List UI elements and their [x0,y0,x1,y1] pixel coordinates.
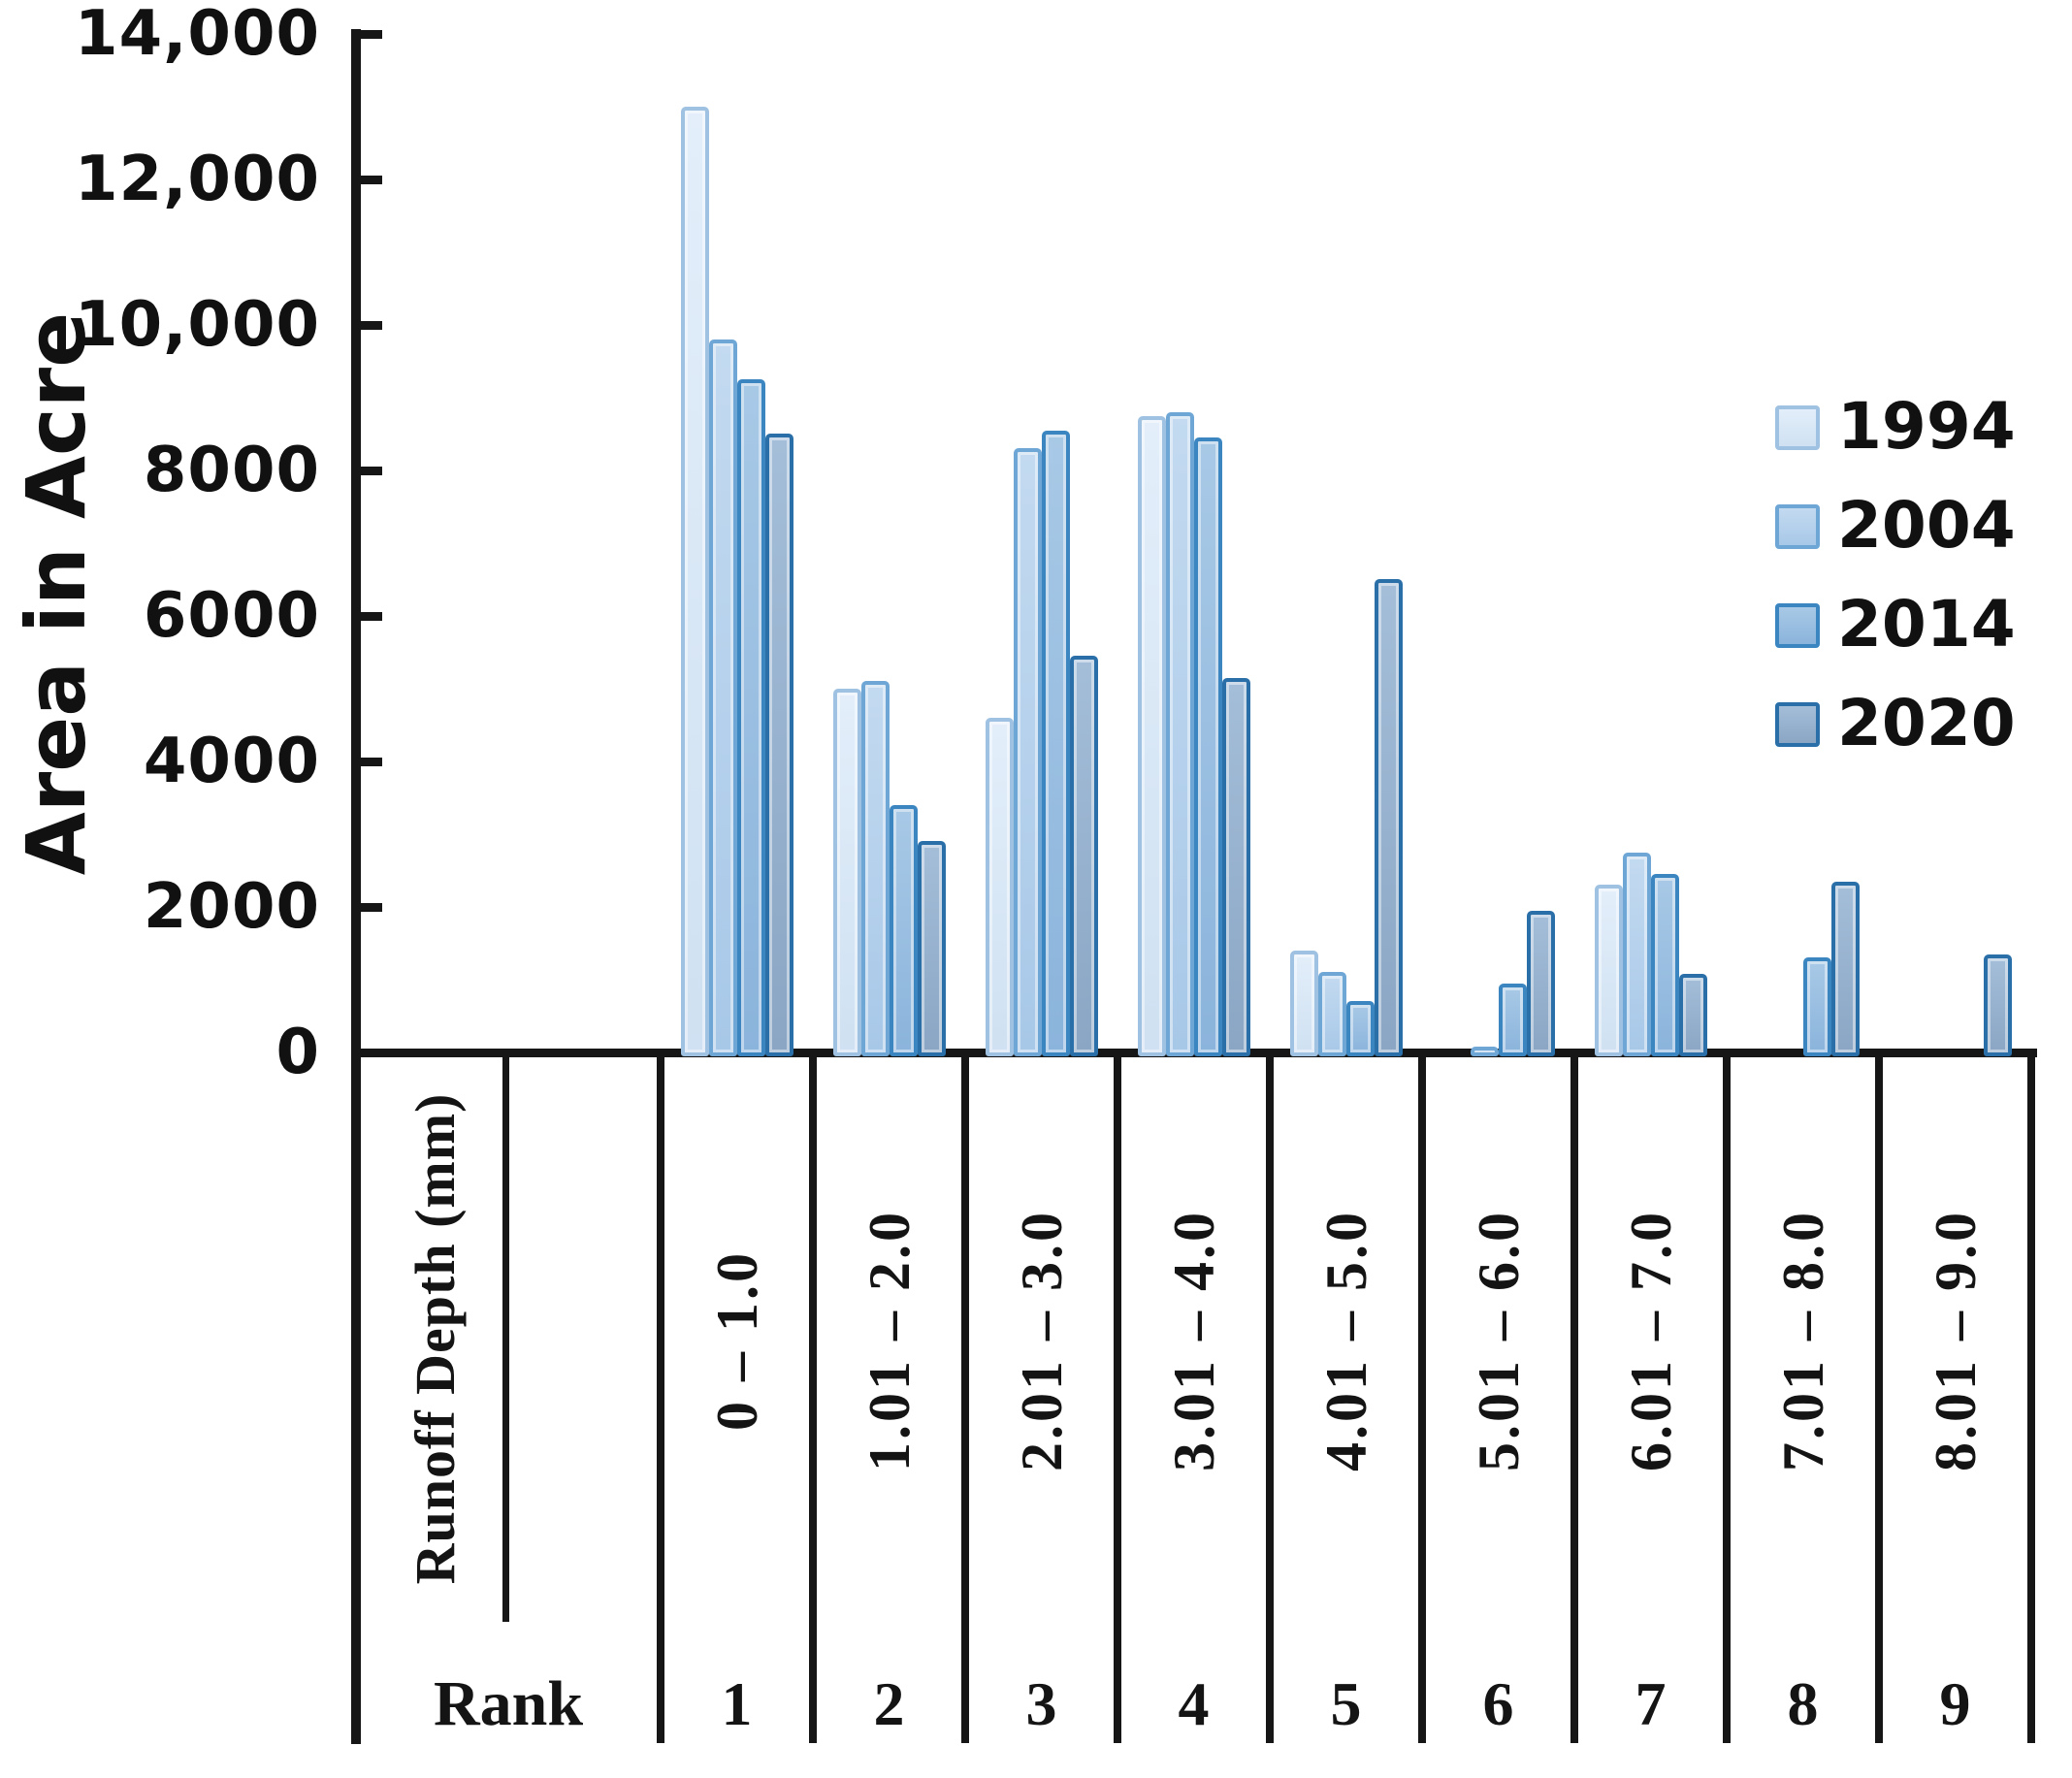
legend-swatch-2004 [1775,504,1820,549]
table-divider [1570,1052,1578,1743]
bar-2020-rank-2 [918,841,946,1056]
legend-swatch-2014 [1775,603,1820,648]
bar-2014-rank-5 [1346,1001,1375,1056]
category-label-rank-1: 0 – 1.0 [704,1250,769,1431]
y-tick-mark [361,1049,382,1057]
bar-2014-rank-1 [737,379,765,1056]
bar-2014-rank-7 [1651,874,1679,1056]
category-label-rank-8: 7.01 – 8.0 [1770,1210,1835,1471]
table-divider [809,1052,817,1743]
bar-1994-rank-2 [833,689,861,1056]
bar-2004-rank-3 [1014,448,1042,1056]
bar-2020-rank-3 [1070,656,1098,1056]
rank-value-4: 4 [1178,1669,1210,1738]
y-tick-mark [361,30,382,39]
bar-2004-rank-5 [1318,972,1346,1056]
rank-value-5: 5 [1330,1669,1362,1738]
bar-1994-rank-7 [1595,885,1623,1056]
rank-value-7: 7 [1635,1669,1667,1738]
y-tick-label: 0 [275,1017,320,1088]
rank-row-label: Rank [433,1668,584,1739]
rank-value-2: 2 [873,1669,905,1738]
legend-label-2014: 2014 [1837,587,2016,662]
category-label-rank-9: 8.01 – 9.0 [1923,1210,1988,1471]
bar-2020-rank-4 [1222,678,1250,1056]
table-divider [1418,1052,1426,1743]
table-header-divider [502,1052,509,1622]
bar-2014-rank-2 [890,805,918,1056]
y-tick-mark [361,467,382,475]
table-divider [1723,1052,1731,1743]
category-label-rank-4: 3.01 – 4.0 [1161,1210,1226,1471]
table-divider [961,1052,969,1743]
category-label-rank-2: 1.01 – 2.0 [857,1210,922,1471]
bar-1994-rank-5 [1290,951,1318,1056]
bar-2004-rank-4 [1166,412,1194,1056]
y-tick-label: 10,000 [75,289,320,361]
rank-value-8: 8 [1787,1669,1819,1738]
table-divider [657,1052,664,1743]
rank-value-1: 1 [721,1669,753,1738]
y-tick-label: 2000 [143,871,320,943]
bar-2014-rank-3 [1042,431,1070,1056]
legend-swatch-1994 [1775,405,1820,450]
y-tick-mark [361,321,382,330]
rank-value-6: 6 [1482,1669,1514,1738]
category-label-rank-3: 2.01 – 3.0 [1009,1210,1074,1471]
y-tick-label: 6000 [143,580,320,652]
bar-2020-rank-5 [1375,579,1403,1056]
table-divider [1114,1052,1121,1743]
category-label-rank-5: 4.01 – 5.0 [1313,1210,1378,1471]
table-divider [1266,1052,1274,1743]
y-tick-label: 8000 [143,435,320,506]
bar-2014-rank-4 [1194,437,1222,1056]
bar-2020-rank-1 [765,434,793,1056]
bar-2020-rank-7 [1679,974,1707,1056]
y-tick-mark [361,612,382,621]
legend-swatch-2020 [1775,702,1820,747]
legend-label-2020: 2020 [1837,686,2016,760]
table-divider [2027,1052,2035,1743]
y-tick-mark [361,176,382,184]
bar-1994-rank-4 [1138,416,1166,1056]
bar-2004-rank-6 [1471,1047,1499,1056]
bar-2020-rank-6 [1527,911,1555,1056]
rank-value-9: 9 [1939,1669,1971,1738]
y-tick-label: 12,000 [75,144,320,215]
category-label-rank-7: 6.01 – 7.0 [1618,1210,1683,1471]
rank-value-3: 3 [1025,1669,1057,1738]
bar-1994-rank-1 [681,107,709,1056]
table-divider [1875,1052,1883,1743]
y-tick-label: 14,000 [75,0,320,70]
legend-label-2004: 2004 [1837,488,2016,563]
y-axis-line [351,29,361,1744]
bar-2020-rank-9 [1984,954,2012,1056]
bar-2004-rank-2 [861,681,890,1056]
x-axis-header-label: Runoff Depth (mm) [404,1092,467,1585]
bar-2014-rank-6 [1499,984,1527,1056]
category-label-rank-6: 5.01 – 6.0 [1466,1210,1531,1471]
y-tick-mark [361,758,382,766]
bar-1994-rank-3 [986,718,1014,1056]
y-tick-label: 4000 [143,726,320,797]
bar-2004-rank-7 [1623,853,1651,1056]
legend-label-1994: 1994 [1837,389,2016,464]
bar-2020-rank-8 [1831,882,1860,1056]
y-tick-mark [361,903,382,912]
bar-2004-rank-1 [709,339,737,1056]
bar-2014-rank-8 [1803,957,1831,1056]
